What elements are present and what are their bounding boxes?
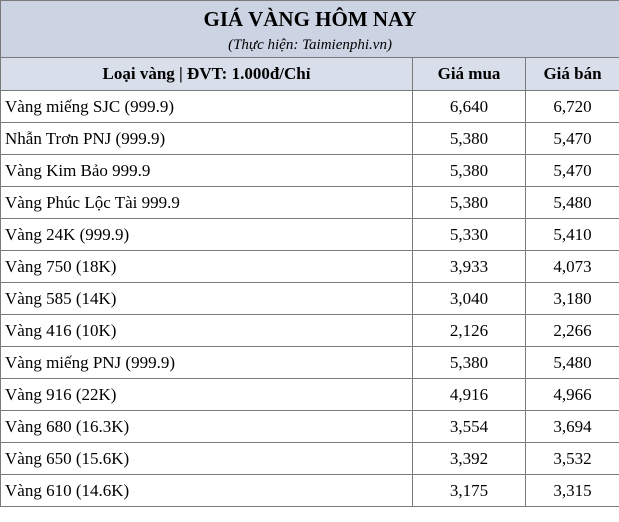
price: 5,470 [524, 154, 619, 187]
price: 3,532 [524, 442, 619, 475]
table-row: Vàng 610 (14.6K) 3,175 3,315 [0, 474, 619, 507]
price: 3,040 [412, 282, 526, 315]
price: 4,916 [412, 378, 526, 411]
gold-type: Vàng 750 (18K) [0, 250, 413, 283]
price: 6,640 [412, 90, 526, 123]
price: 5,380 [412, 186, 526, 219]
price: 3,554 [412, 410, 526, 443]
price: 4,966 [524, 378, 619, 411]
table-row: Vàng Kim Bảo 999.9 5,380 5,470 [0, 154, 619, 187]
price: 3,180 [524, 282, 619, 315]
table-row: Nhẫn Trơn PNJ (999.9) 5,380 5,470 [0, 122, 619, 155]
price: 3,175 [412, 474, 526, 507]
price: 5,470 [524, 122, 619, 155]
price: 6,720 [524, 90, 619, 123]
table-row: Vàng miếng SJC (999.9) 6,640 6,720 [0, 90, 619, 123]
column-header: Giá mua [412, 57, 526, 91]
gold-type: Vàng 585 (14K) [0, 282, 413, 315]
price: 2,266 [524, 314, 619, 347]
price: 5,380 [412, 122, 526, 155]
gold-type: Vàng 610 (14.6K) [0, 474, 413, 507]
price: 3,694 [524, 410, 619, 443]
table-row: Vàng 916 (22K) 4,916 4,966 [0, 378, 619, 411]
price: 3,315 [524, 474, 619, 507]
price: 3,933 [412, 250, 526, 283]
table-row: Vàng 680 (16.3K) 3,554 3,694 [0, 410, 619, 443]
gold-type: Vàng 24K (999.9) [0, 218, 413, 251]
title: GIÁ VÀNG HÔM NAY [0, 0, 619, 34]
gold-type: Vàng 650 (15.6K) [0, 442, 413, 475]
price: 5,480 [524, 186, 619, 219]
price: 5,380 [412, 346, 526, 379]
table-row: Vàng Phúc Lộc Tài 999.9 5,380 5,480 [0, 186, 619, 219]
price: 5,380 [412, 154, 526, 187]
gold-type: Vàng 680 (16.3K) [0, 410, 413, 443]
price: 5,480 [524, 346, 619, 379]
gold-type: Nhẫn Trơn PNJ (999.9) [0, 122, 413, 155]
subtitle: (Thực hiện: Taimienphi.vn) [0, 33, 619, 58]
table-row: Vàng 585 (14K) 3,040 3,180 [0, 282, 619, 315]
table-row: Vàng 416 (10K) 2,126 2,266 [0, 314, 619, 347]
table-row: Vàng miếng PNJ (999.9) 5,380 5,480 [0, 346, 619, 379]
gold-type: Vàng 416 (10K) [0, 314, 413, 347]
price: 3,392 [412, 442, 526, 475]
gold-type: Vàng miếng SJC (999.9) [0, 90, 413, 123]
table-row: Vàng 24K (999.9) 5,330 5,410 [0, 218, 619, 251]
header-row: Loại vàng | ĐVT: 1.000đ/Chỉ Giá mua Giá bá… [0, 57, 619, 91]
gold-price-table: GIÁ VÀNG HÔM NAY (Thực hiện: Taimienphi.… [0, 0, 619, 507]
price: 5,330 [412, 218, 526, 251]
gold-type: Vàng 916 (22K) [0, 378, 413, 411]
price: 2,126 [412, 314, 526, 347]
gold-type: Vàng Phúc Lộc Tài 999.9 [0, 186, 413, 219]
column-header: Giá bán [524, 57, 619, 91]
table-row: Vàng 750 (18K) 3,933 4,073 [0, 250, 619, 283]
price: 5,410 [524, 218, 619, 251]
column-header: Loại vàng | ĐVT: 1.000đ/Chỉ [0, 57, 413, 91]
gold-type: Vàng Kim Bảo 999.9 [0, 154, 413, 187]
gold-type: Vàng miếng PNJ (999.9) [0, 346, 413, 379]
table-row: Vàng 650 (15.6K) 3,392 3,532 [0, 442, 619, 475]
price: 4,073 [524, 250, 619, 283]
